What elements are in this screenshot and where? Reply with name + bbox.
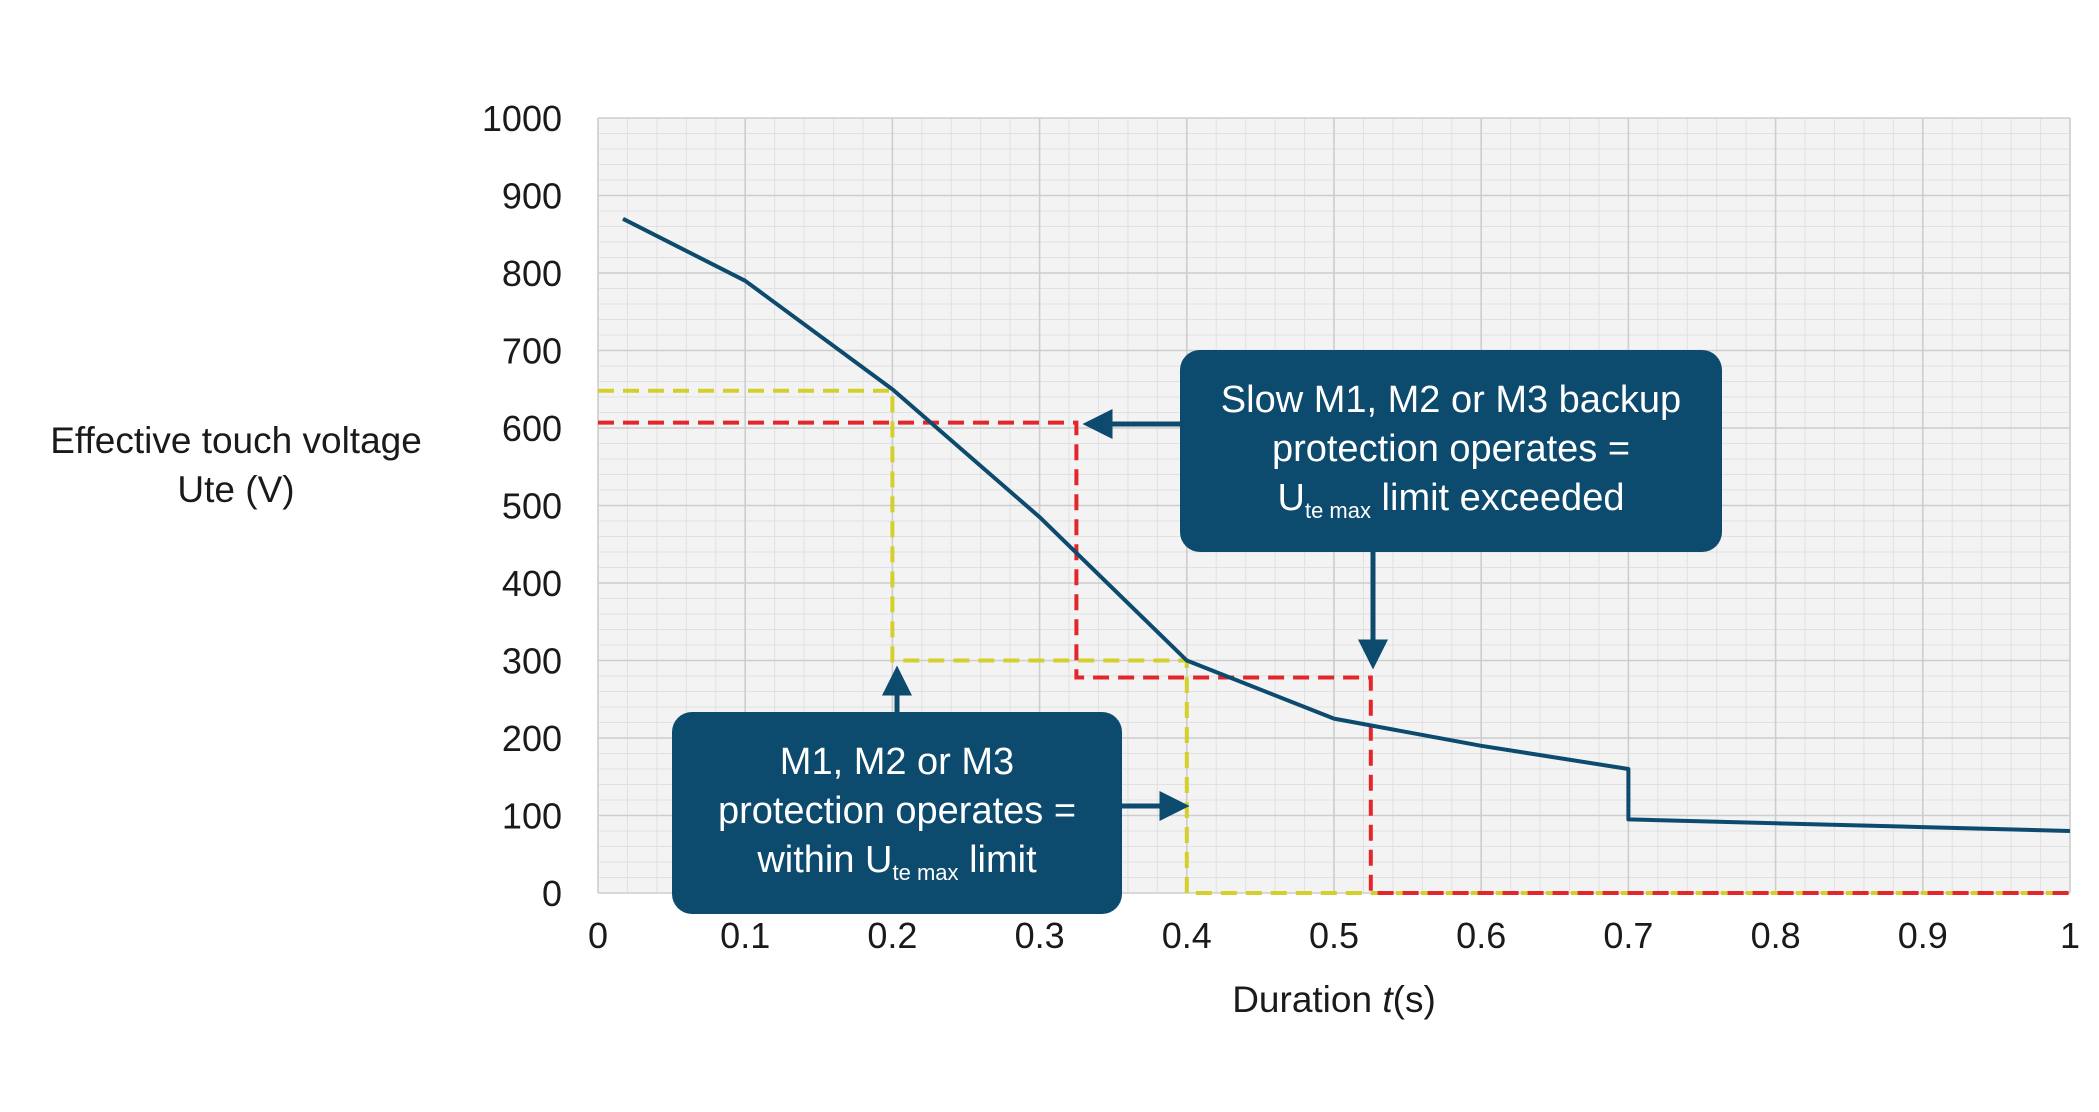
x-tick-label: 0.7 (1603, 915, 1653, 956)
callout-arrows (882, 409, 1388, 821)
guide-line (598, 420, 2070, 895)
y-axis-title-line-2: Ute (V) (177, 469, 294, 510)
callout-within-line-3: within Ute max limit (672, 836, 1122, 889)
y-tick-label: 800 (502, 253, 562, 294)
x-axis-title-suffix: (s) (1393, 979, 1436, 1020)
x-tick-label: 0.3 (1015, 915, 1065, 956)
x-tick-label: 1 (2060, 915, 2080, 956)
callout-backup-exceeded: Slow M1, M2 or M3 backup protection oper… (1180, 350, 1722, 552)
callout-backup-line-1: Slow M1, M2 or M3 backup (1220, 378, 1682, 421)
x-tick-label: 0.2 (867, 915, 917, 956)
x-tick-label: 0.5 (1309, 915, 1359, 956)
callout-backup-subscript: te max (1304, 497, 1371, 523)
y-tick-label: 300 (502, 641, 562, 682)
callout-within-line-1: M1, M2 or M3 (779, 740, 1015, 783)
guide-lines (598, 388, 2070, 895)
x-tick-label: 0.4 (1162, 915, 1212, 956)
y-tick-label: 1000 (482, 98, 562, 139)
y-axis-ticks: 0 100 200 300 400 500 600 700 800 900 1000 (482, 98, 562, 914)
y-tick-label: 900 (502, 176, 562, 217)
callout-within-pre: within U (757, 838, 893, 881)
callout-within-limit: M1, M2 or M3 protection operates = withi… (672, 712, 1122, 914)
callout-backup-rest: limit exceeded (1371, 476, 1625, 519)
x-tick-label: 0.6 (1456, 915, 1506, 956)
x-axis-title-var: t (1382, 979, 1394, 1020)
x-tick-label: 0.1 (720, 915, 770, 956)
x-axis-title-prefix: Duration (1232, 979, 1382, 1020)
guide-line (598, 388, 2070, 895)
y-tick-label: 0 (542, 873, 562, 914)
y-tick-label: 700 (502, 331, 562, 372)
series-line (622, 217, 2071, 833)
y-axis-title-line-1: Effective touch voltage (50, 420, 422, 461)
callout-within-subscript: te max (892, 859, 959, 885)
y-tick-label: 500 (502, 486, 562, 527)
callout-backup-line-3: Ute max limit exceeded (1180, 474, 1722, 527)
y-tick-label: 600 (502, 408, 562, 449)
x-axis-ticks: 0 0.1 0.2 0.3 0.4 0.5 0.6 0.7 0.8 0.9 1 (588, 915, 2080, 956)
callout-within-line-2: protection operates = (717, 789, 1077, 832)
y-tick-label: 400 (502, 563, 562, 604)
x-tick-label: 0.8 (1751, 915, 1801, 956)
y-tick-label: 100 (502, 796, 562, 837)
x-tick-label: 0.9 (1898, 915, 1948, 956)
callout-within-rest: limit (958, 838, 1037, 881)
y-tick-label: 200 (502, 718, 562, 759)
x-tick-label: 0 (588, 915, 608, 956)
x-axis-title: Duration t(s) (1232, 979, 1436, 1020)
callout-backup-u: U (1277, 476, 1305, 519)
callout-backup-line-2: protection operates = (1271, 427, 1631, 470)
series-layer (622, 217, 2071, 833)
